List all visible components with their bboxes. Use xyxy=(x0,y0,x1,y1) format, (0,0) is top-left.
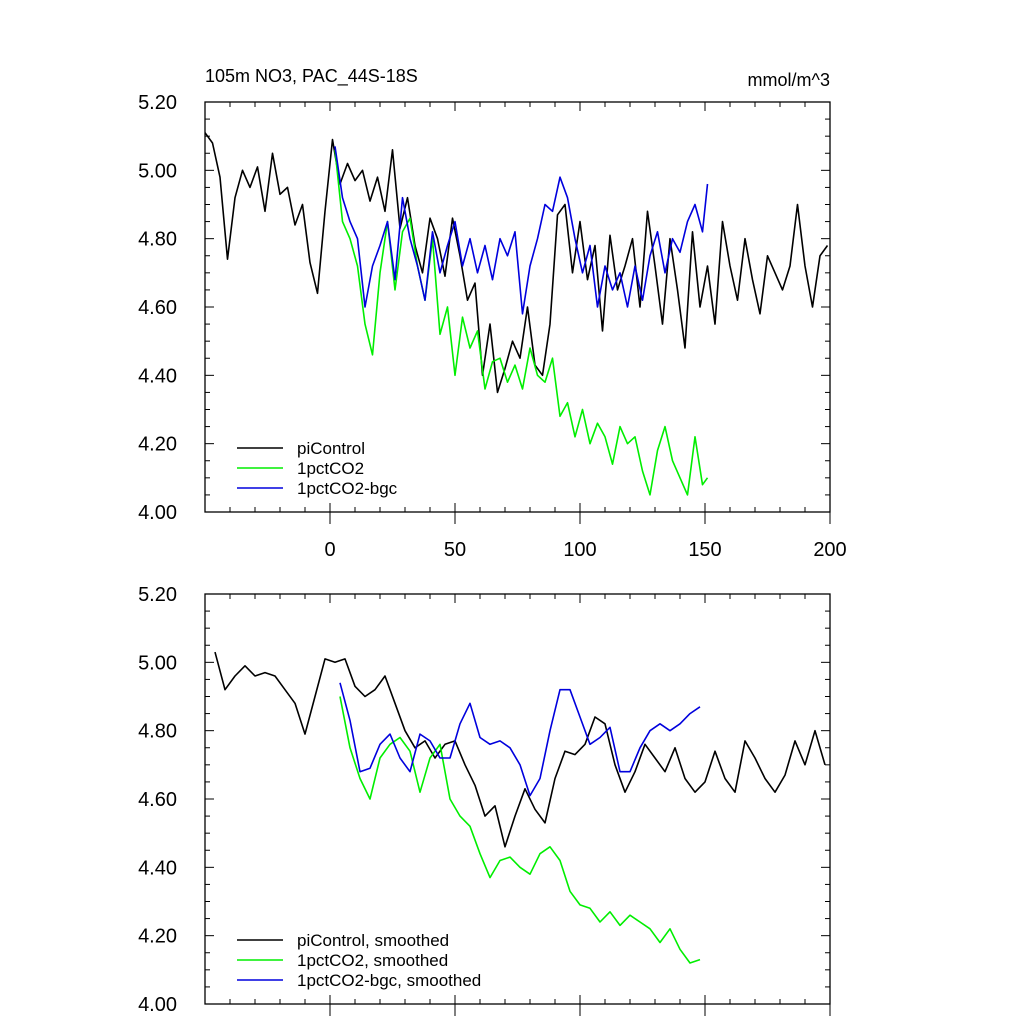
y-tick-label: 4.20 xyxy=(138,926,177,948)
y-tick-label: 5.20 xyxy=(138,584,177,606)
x-tick-label: 50 xyxy=(444,539,466,561)
legend-label: 1pctCO2 xyxy=(297,459,364,478)
y-tick-label: 4.00 xyxy=(138,502,177,524)
series-line-1pctco2-bgc xyxy=(334,146,709,315)
x-tick-label: 100 xyxy=(563,539,596,561)
series-line-picontrol xyxy=(204,132,829,394)
legend-label: 1pctCO2-bgc, smoothed xyxy=(297,971,481,990)
x-tick-label: 150 xyxy=(688,539,721,561)
smoothed-chart-panel: 4.00 4.20 4.40 4.60 4.80 5.00 5.20 piControl, s… xyxy=(138,584,831,1016)
series-line-picontrol-smoothed xyxy=(214,651,826,848)
y-tick-label: 5.20 xyxy=(138,92,177,114)
y-tick-label: 4.80 xyxy=(138,229,177,251)
legend-label: 1pctCO2-bgc xyxy=(297,479,398,498)
series-line-1pctco2 xyxy=(334,149,709,496)
series-line-1pctco2-bgc-smoothed xyxy=(339,682,701,797)
series-line-1pctco2-smoothed xyxy=(339,696,701,964)
x-tick-label: 0 xyxy=(324,539,335,561)
y-tick-label: 5.00 xyxy=(138,652,177,674)
legend-label: piControl xyxy=(297,439,365,458)
y-tick-label: 5.00 xyxy=(138,160,177,182)
y-tick-label: 4.20 xyxy=(138,434,177,456)
y-tick-label: 4.40 xyxy=(138,857,177,879)
y-tick-label: 4.00 xyxy=(138,994,177,1016)
x-tick-label: 200 xyxy=(813,539,846,561)
raw-chart-panel: 4.00 4.20 4.40 4.60 4.80 5.00 5.20 0 50 100 150 200… xyxy=(138,92,847,561)
y-tick-label: 4.40 xyxy=(138,365,177,387)
units-label: mmol/m^3 xyxy=(748,70,830,90)
y-tick-label: 4.60 xyxy=(138,297,177,319)
y-tick-label: 4.80 xyxy=(138,721,177,743)
y-tick-label: 4.60 xyxy=(138,789,177,811)
figure-title: 105m NO3, PAC_44S-18S xyxy=(205,66,418,87)
legend-label: 1pctCO2, smoothed xyxy=(297,951,448,970)
legend-label: piControl, smoothed xyxy=(297,931,449,950)
